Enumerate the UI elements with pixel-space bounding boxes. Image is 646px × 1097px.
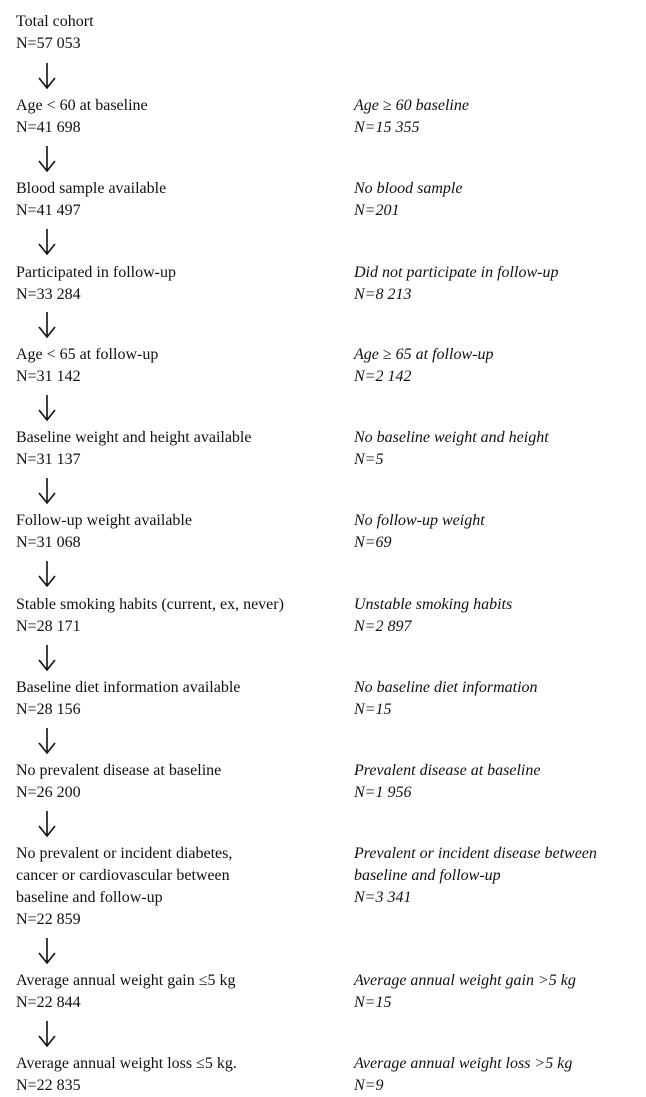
down-arrow-icon — [36, 1020, 58, 1048]
exclusion-count: N=2 897 — [354, 618, 412, 635]
step-label: Blood sample available — [16, 180, 167, 197]
step-label: Average annual weight gain ≤5 kg — [16, 972, 236, 989]
exclusion-label: No follow-up weight — [354, 512, 485, 529]
step-label-line: baseline and follow-up — [16, 889, 163, 906]
step-count: N=31 142 — [16, 368, 81, 385]
exclusion-label: Prevalent disease at baseline — [354, 762, 541, 779]
step-count: N=26 200 — [16, 784, 81, 801]
step-stable-smoking: Stable smoking habits (current, ex, neve… — [16, 594, 284, 638]
step-count: N=28 156 — [16, 701, 81, 718]
exclusion-label: Average annual weight gain >5 kg — [354, 972, 576, 989]
step-age-under-60: Age < 60 at baseline N=41 698 — [16, 95, 148, 139]
step-baseline-weight-height: Baseline weight and height available N=3… — [16, 427, 251, 471]
step-count: N=31 137 — [16, 451, 81, 468]
down-arrow-icon — [36, 477, 58, 505]
step-label-line: No prevalent or incident diabetes, — [16, 845, 233, 862]
exclusion-count: N=15 355 — [354, 119, 420, 136]
step-label: Average annual weight loss ≤5 kg. — [16, 1055, 237, 1072]
exclusion-count: N=15 — [354, 701, 392, 718]
exclusion-count: N=1 956 — [354, 784, 412, 801]
step-label: Participated in follow-up — [16, 264, 176, 281]
exclusion-label: No blood sample — [354, 180, 463, 197]
exclusion-label-line: Prevalent or incident disease between — [354, 845, 597, 862]
exclusion-age-60-plus: Age ≥ 60 baseline N=15 355 — [354, 95, 469, 139]
step-count: N=33 284 — [16, 286, 81, 303]
step-baseline-diet: Baseline diet information available N=28… — [16, 677, 240, 721]
exclusion-label: No baseline diet information — [354, 679, 538, 696]
exclusion-label: Unstable smoking habits — [354, 596, 513, 613]
down-arrow-icon — [36, 228, 58, 256]
exclusion-no-follow-up: Did not participate in follow-up N=8 213 — [354, 262, 558, 306]
step-label-line: cancer or cardiovascular between — [16, 867, 230, 884]
exclusion-no-diet: No baseline diet information N=15 — [354, 677, 538, 721]
step-blood-sample: Blood sample available N=41 497 — [16, 178, 166, 222]
down-arrow-icon — [36, 560, 58, 588]
step-label: Follow-up weight available — [16, 512, 192, 529]
exclusion-label: Average annual weight loss >5 kg — [354, 1055, 573, 1072]
exclusion-count: N=8 213 — [354, 286, 412, 303]
exclusion-unstable-smoking: Unstable smoking habits N=2 897 — [354, 594, 512, 638]
exclusion-count: N=3 341 — [354, 889, 412, 906]
exclusion-count: N=9 — [354, 1077, 384, 1094]
down-arrow-icon — [36, 810, 58, 838]
exclusion-count: N=2 142 — [354, 368, 412, 385]
step-count: N=28 171 — [16, 618, 81, 635]
exclusion-label: Did not participate in follow-up — [354, 264, 559, 281]
step-label: No prevalent disease at baseline — [16, 762, 222, 779]
exclusion-no-baseline-weight: No baseline weight and height N=5 — [354, 427, 549, 471]
step-label: Age < 60 at baseline — [16, 97, 148, 114]
down-arrow-icon — [36, 937, 58, 965]
exclusion-label: Age ≥ 60 baseline — [354, 97, 469, 114]
exclusion-no-blood-sample: No blood sample N=201 — [354, 178, 462, 222]
exclusion-label: Age ≥ 65 at follow-up — [354, 346, 494, 363]
step-weight-gain: Average annual weight gain ≤5 kg N=22 84… — [16, 970, 236, 1014]
exclusion-count: N=201 — [354, 202, 400, 219]
step-follow-up-weight: Follow-up weight available N=31 068 — [16, 510, 192, 554]
step-label: Age < 65 at follow-up — [16, 346, 159, 363]
exclusion-count: N=15 — [354, 994, 392, 1011]
down-arrow-icon — [36, 394, 58, 422]
down-arrow-icon — [36, 145, 58, 173]
step-count: N=31 068 — [16, 534, 81, 551]
step-count: N=41 698 — [16, 119, 81, 136]
step-label: Stable smoking habits (current, ex, neve… — [16, 596, 284, 613]
down-arrow-icon — [36, 311, 58, 339]
step-count: N=22 835 — [16, 1077, 81, 1094]
exclusion-weight-gain: Average annual weight gain >5 kg N=15 — [354, 970, 576, 1014]
step-label: Total cohort — [16, 13, 94, 30]
step-follow-up: Participated in follow-up N=33 284 — [16, 262, 176, 306]
step-label: Baseline diet information available — [16, 679, 241, 696]
step-no-incident-disease: No prevalent or incident diabetes, cance… — [16, 843, 232, 931]
exclusion-count: N=5 — [354, 451, 384, 468]
exclusion-label-line: baseline and follow-up — [354, 867, 501, 884]
step-count: N=22 859 — [16, 911, 81, 928]
down-arrow-icon — [36, 644, 58, 672]
step-count: N=22 844 — [16, 994, 81, 1011]
step-total-cohort: Total cohort N=57 053 — [16, 11, 94, 55]
down-arrow-icon — [36, 62, 58, 90]
step-weight-loss: Average annual weight loss ≤5 kg. N=22 8… — [16, 1053, 237, 1097]
down-arrow-icon — [36, 727, 58, 755]
exclusion-prevalent-disease: Prevalent disease at baseline N=1 956 — [354, 760, 540, 804]
exclusion-label: No baseline weight and height — [354, 429, 549, 446]
step-label: Baseline weight and height available — [16, 429, 252, 446]
exclusion-age-65-plus: Age ≥ 65 at follow-up N=2 142 — [354, 344, 493, 388]
exclusion-incident-disease: Prevalent or incident disease between ba… — [354, 843, 597, 909]
exclusion-no-follow-up-weight: No follow-up weight N=69 — [354, 510, 485, 554]
exclusion-count: N=69 — [354, 534, 392, 551]
step-count: N=41 497 — [16, 202, 81, 219]
exclusion-weight-loss: Average annual weight loss >5 kg N=9 — [354, 1053, 572, 1097]
step-count: N=57 053 — [16, 35, 81, 52]
step-age-under-65: Age < 65 at follow-up N=31 142 — [16, 344, 158, 388]
step-no-prevalent-disease: No prevalent disease at baseline N=26 20… — [16, 760, 221, 804]
